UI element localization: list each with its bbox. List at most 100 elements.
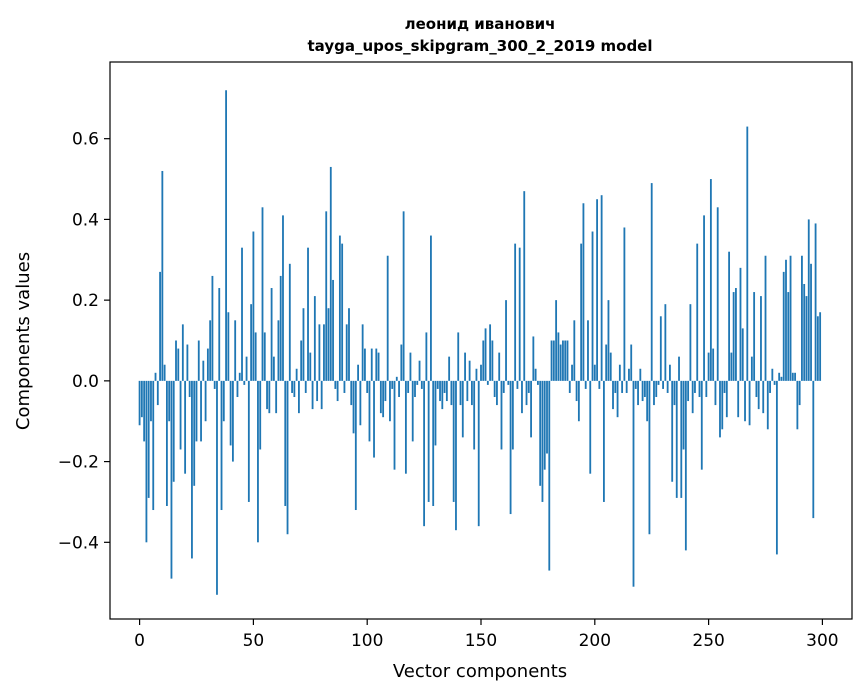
bar bbox=[325, 211, 328, 381]
bar bbox=[195, 380, 198, 442]
y-axis-label: Components values bbox=[13, 252, 34, 430]
x-tick-label: 150 bbox=[465, 631, 497, 651]
bar bbox=[725, 380, 728, 418]
bar bbox=[735, 288, 737, 381]
bar bbox=[407, 380, 410, 393]
bar bbox=[427, 380, 430, 502]
bar bbox=[646, 380, 649, 422]
bar bbox=[236, 380, 239, 398]
bar bbox=[181, 324, 184, 381]
bar bbox=[634, 380, 637, 389]
bar bbox=[152, 380, 155, 511]
bar bbox=[343, 380, 346, 393]
bar bbox=[534, 368, 537, 381]
bar bbox=[231, 380, 234, 462]
bar bbox=[580, 243, 583, 381]
bar bbox=[268, 380, 271, 414]
bar bbox=[753, 292, 756, 381]
bar bbox=[175, 340, 177, 381]
bar bbox=[272, 356, 275, 381]
bar bbox=[193, 380, 196, 486]
bar bbox=[368, 380, 371, 442]
bar bbox=[423, 380, 426, 527]
bar bbox=[548, 380, 551, 571]
bar bbox=[509, 380, 512, 515]
y-axis: −0.4 −0.2 0.0 0.2 0.4 0.6 bbox=[58, 130, 110, 553]
bar bbox=[653, 380, 655, 406]
bar bbox=[375, 348, 378, 381]
x-axis-label: Vector components bbox=[393, 661, 567, 682]
bar bbox=[400, 344, 403, 381]
bar bbox=[345, 324, 348, 381]
bar bbox=[475, 368, 478, 381]
bar bbox=[329, 166, 332, 381]
bar bbox=[250, 304, 253, 381]
bar bbox=[618, 364, 621, 381]
bar bbox=[411, 380, 414, 442]
bar bbox=[794, 372, 797, 381]
bar bbox=[298, 380, 300, 414]
bar bbox=[484, 328, 487, 381]
bar bbox=[805, 296, 808, 381]
bar bbox=[243, 380, 246, 385]
bar bbox=[573, 320, 576, 381]
bar bbox=[309, 352, 312, 381]
bar bbox=[327, 308, 330, 381]
y-tick-label: 0.4 bbox=[72, 210, 99, 230]
bar bbox=[612, 380, 614, 410]
bar bbox=[582, 203, 585, 381]
bar bbox=[445, 380, 448, 402]
bar bbox=[541, 380, 544, 502]
bar bbox=[366, 380, 369, 393]
bar bbox=[184, 380, 187, 474]
bar bbox=[439, 380, 441, 402]
bar bbox=[304, 380, 307, 393]
bar bbox=[138, 380, 141, 426]
x-tick-label: 250 bbox=[692, 631, 724, 651]
bar bbox=[156, 380, 159, 406]
bar bbox=[379, 380, 382, 414]
bar bbox=[150, 380, 152, 422]
bar bbox=[359, 380, 362, 426]
bar bbox=[628, 368, 630, 381]
bar bbox=[432, 380, 435, 506]
bar bbox=[270, 288, 273, 381]
bar bbox=[678, 356, 680, 381]
bar bbox=[707, 352, 710, 381]
bar bbox=[755, 380, 758, 398]
bar bbox=[206, 348, 209, 381]
bar bbox=[689, 304, 692, 381]
bar bbox=[480, 364, 482, 381]
bar bbox=[766, 380, 769, 430]
bar bbox=[204, 380, 207, 422]
bar bbox=[757, 380, 760, 410]
bar bbox=[332, 279, 334, 381]
bar bbox=[723, 380, 726, 393]
bar bbox=[593, 364, 596, 381]
y-tick-label: −0.4 bbox=[58, 533, 99, 553]
bar bbox=[552, 340, 555, 381]
bar bbox=[145, 380, 148, 543]
bar bbox=[177, 348, 180, 381]
bar bbox=[673, 380, 676, 406]
bar bbox=[687, 380, 690, 402]
bar bbox=[550, 340, 553, 381]
bar bbox=[566, 340, 569, 381]
bar bbox=[623, 227, 626, 381]
bar bbox=[398, 380, 400, 398]
bar bbox=[320, 380, 323, 410]
bar bbox=[816, 316, 819, 381]
bar bbox=[607, 300, 610, 381]
bar bbox=[705, 380, 708, 398]
bar bbox=[598, 380, 601, 389]
bar bbox=[436, 380, 439, 389]
bar bbox=[154, 372, 157, 381]
bar bbox=[712, 348, 715, 381]
bar bbox=[568, 380, 571, 393]
bar bbox=[789, 255, 792, 381]
bar bbox=[277, 320, 280, 381]
bar bbox=[764, 255, 767, 381]
bar bbox=[404, 380, 407, 474]
bar bbox=[263, 332, 266, 381]
